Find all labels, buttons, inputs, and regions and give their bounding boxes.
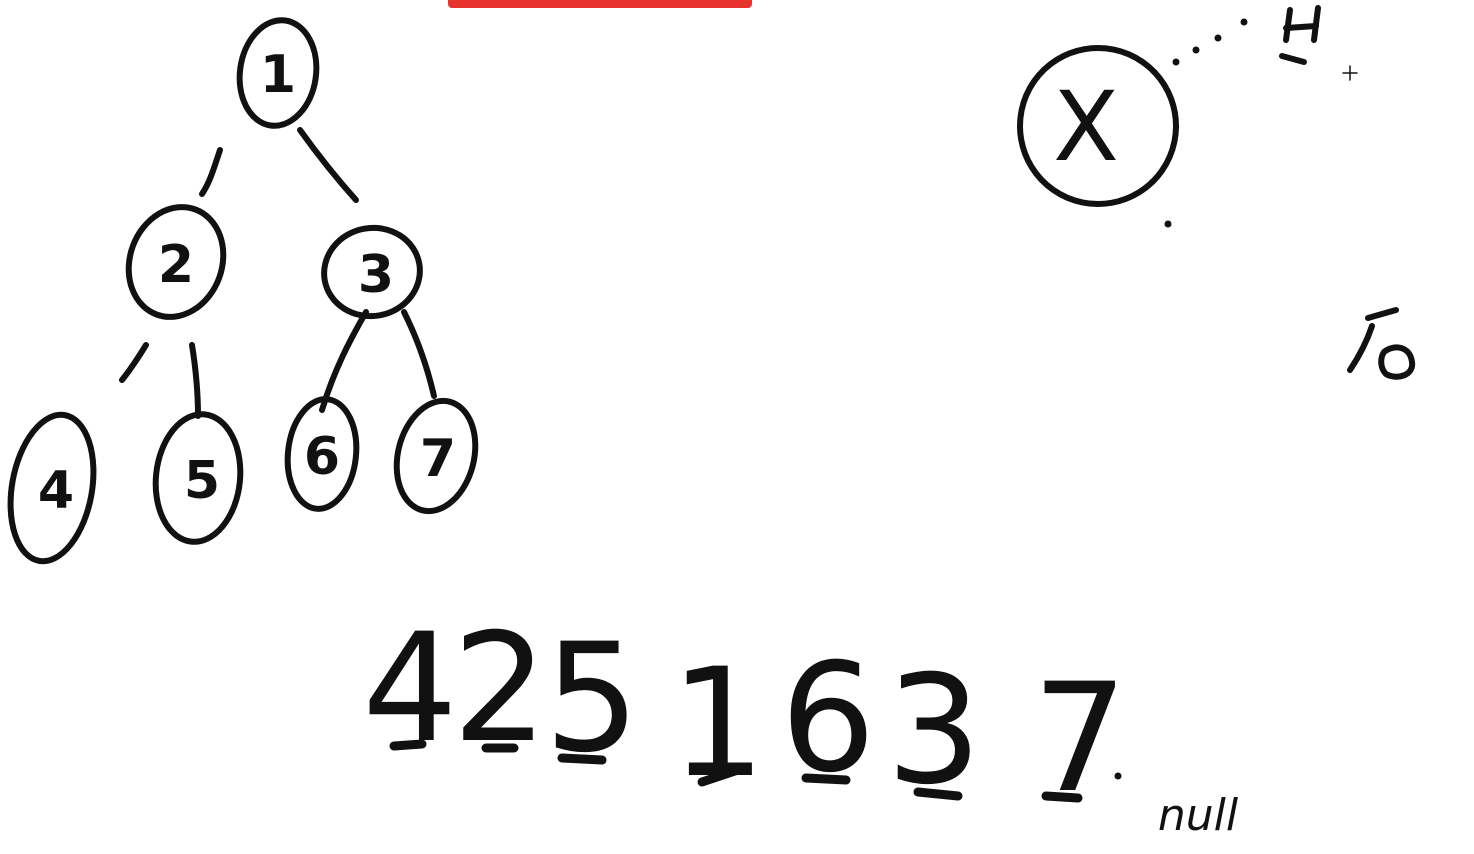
sequence-value: 1 [670, 637, 765, 811]
tree-node-5: 5 [152, 411, 244, 545]
edge-3-7 [401, 309, 437, 399]
top-red-banner [448, 0, 752, 8]
dotted-trail [1164, 18, 1248, 228]
tree-node-7: 7 [393, 397, 479, 515]
node-label: 5 [184, 451, 220, 511]
side-node-x: X [1017, 45, 1179, 207]
tree-node-2: 2 [125, 204, 227, 320]
node-label: 1 [260, 45, 296, 105]
sequence-value: 4 [362, 602, 457, 776]
node-label: 3 [358, 245, 394, 305]
scribble-right [1347, 307, 1416, 380]
scribble-top-right [1279, 5, 1321, 65]
node-label: 4 [38, 461, 74, 521]
side-node-label: X [1053, 71, 1119, 183]
tree-node-3: 3 [321, 224, 423, 320]
edge-3-6 [319, 309, 369, 413]
node-label: 7 [420, 429, 456, 489]
edge-2-5 [189, 342, 201, 419]
null-label: null [1158, 790, 1239, 841]
node-label: 2 [158, 235, 194, 295]
inorder-sequence: 4 2 5 1 6 3 7 [362, 602, 1127, 826]
tree-node-6: 6 [284, 396, 360, 512]
node-label: 6 [304, 427, 340, 487]
edge-2-4 [119, 342, 149, 383]
tree-node-1: 1 [236, 17, 320, 129]
sequence-value: 3 [886, 644, 981, 818]
pointer-markers [389, 739, 1122, 803]
edge-1-3 [297, 127, 359, 203]
tree-node-4: 4 [7, 411, 97, 565]
edge-1-2 [199, 147, 223, 197]
cursor-crosshair-icon [1342, 65, 1358, 81]
